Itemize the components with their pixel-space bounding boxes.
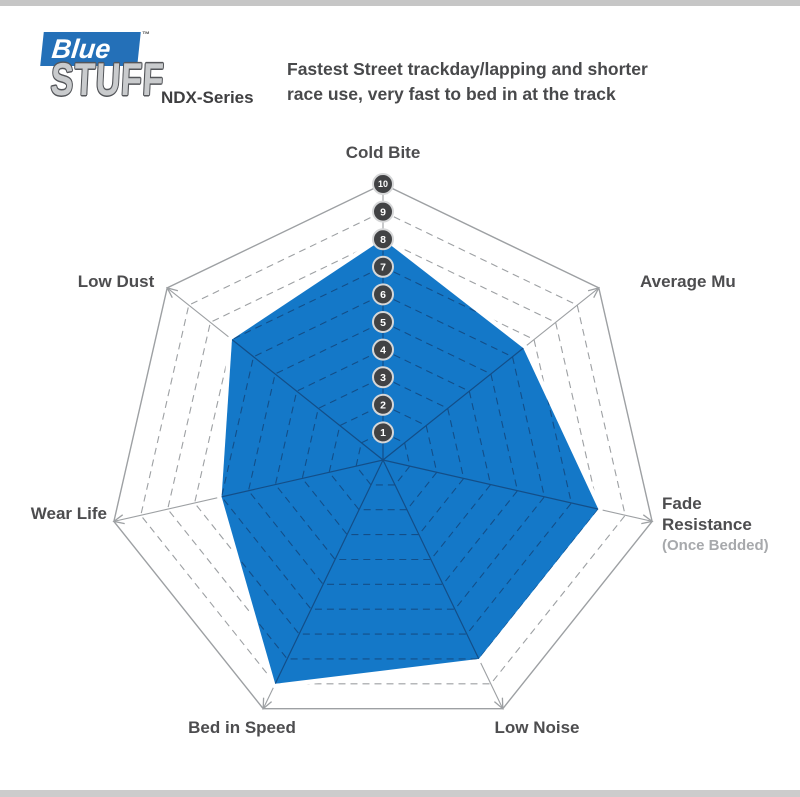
page-top-border [0,0,800,6]
svg-text:7: 7 [380,262,386,274]
chart-description-line1: Fastest Street trackday/lapping and shor… [287,59,648,79]
svg-text:5: 5 [380,317,386,329]
axis-label-wear-life: Wear Life [30,504,107,523]
trademark-symbol: ™ [142,30,150,39]
svg-text:8: 8 [380,234,386,246]
axis-label-fade-main: Fade Resistance [662,494,752,534]
svg-text:6: 6 [380,289,386,301]
svg-text:4: 4 [380,344,386,356]
axis-label-fade-resistance: Fade Resistance (Once Bedded) [662,493,769,556]
logo-series-name: NDX-Series [161,88,254,107]
svg-text:1: 1 [380,427,386,439]
svg-text:10: 10 [378,179,388,189]
axis-label-bed-in-speed: Bed in Speed [188,718,296,737]
axis-label-fade-sub: (Once Bedded) [662,537,769,554]
svg-text:2: 2 [380,400,386,412]
axis-label-average-mu: Average Mu [640,272,736,291]
svg-text:3: 3 [380,372,386,384]
chart-description: Fastest Street trackday/lapping and shor… [287,57,648,106]
chart-description-line2: race use, very fast to bed in at the tra… [287,83,616,104]
axis-label-cold-bite: Cold Bite [345,143,421,162]
axis-label-low-noise: Low Noise [494,718,580,737]
axis-label-low-dust: Low Dust [77,272,155,291]
page-bottom-border [0,790,800,797]
svg-text:9: 9 [380,206,386,218]
